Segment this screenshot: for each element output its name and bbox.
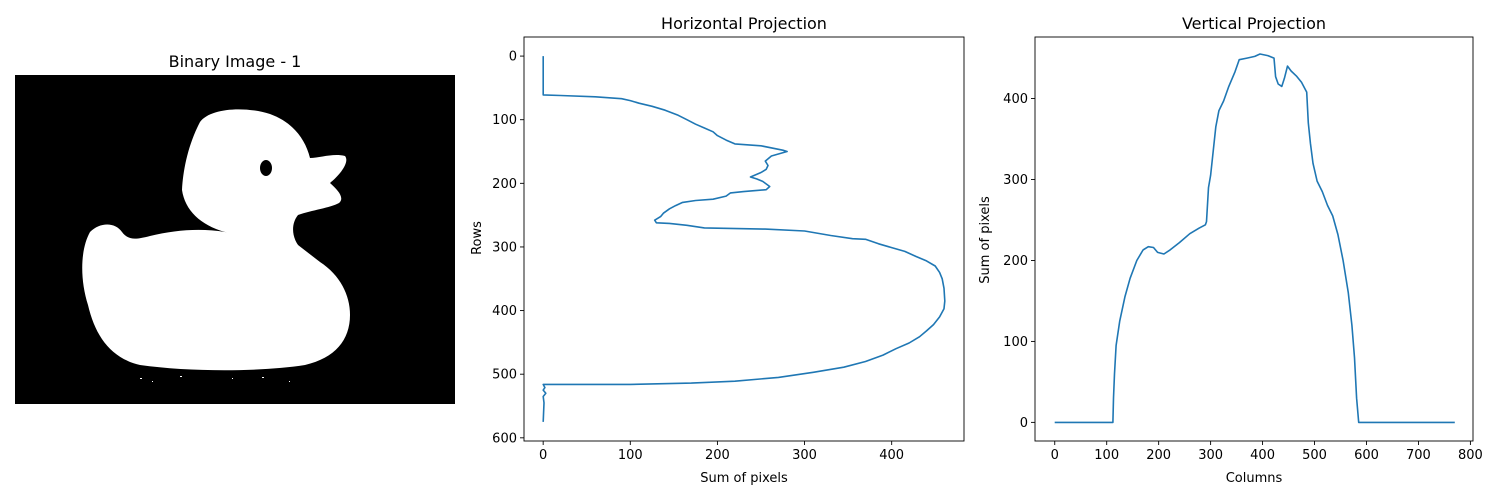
duck-silhouette xyxy=(82,109,350,371)
hproj-ylabel: Rows xyxy=(470,221,485,255)
image-noise-specks xyxy=(140,376,290,382)
hproj-xtick-label: 0 xyxy=(539,448,547,463)
vproj-xtick-label: 0 xyxy=(1051,448,1059,463)
hproj-frame xyxy=(523,36,965,442)
hproj-ytick-label: 100 xyxy=(492,113,517,128)
vproj-xtick-label: 200 xyxy=(1146,448,1171,463)
hproj-xtick-label: 400 xyxy=(879,448,904,463)
hproj-axes: 0 100 200 300 400 0 100 200 300 400 500 600 xyxy=(492,36,965,463)
hproj-xtick-label: 300 xyxy=(792,448,817,463)
vproj-ytick-label: 400 xyxy=(1003,92,1028,107)
hproj-title: Horizontal Projection xyxy=(661,14,827,33)
hproj-ytick-label: 200 xyxy=(492,177,517,192)
vproj-ylabel: Sum of pixels xyxy=(978,196,993,284)
vertical-projection-panel: Vertical Projection 0 100 200 300 400 500 600 7… xyxy=(978,14,1483,486)
vproj-ytick-label: 0 xyxy=(1020,416,1028,431)
duck-eye xyxy=(260,160,272,176)
hproj-xlabel: Sum of pixels xyxy=(700,471,788,486)
vproj-axes: 0 100 200 300 400 500 600 700 800 0 100 200 300 400 xyxy=(1003,36,1483,463)
hproj-ytick-label: 600 xyxy=(492,431,517,446)
vproj-frame xyxy=(1034,36,1474,442)
duck-head xyxy=(182,109,347,258)
vproj-ytick-label: 200 xyxy=(1003,254,1028,269)
binary-image-panel: Binary Image - 1 xyxy=(15,52,455,404)
vproj-series-line xyxy=(1054,53,1455,424)
hproj-series-line xyxy=(542,56,946,422)
horizontal-projection-panel: Horizontal Projection 0 100 200 300 400 0 100 2… xyxy=(470,14,965,486)
vproj-xtick-label: 500 xyxy=(1302,448,1327,463)
vproj-xtick-label: 100 xyxy=(1094,448,1119,463)
hproj-ytick-label: 500 xyxy=(492,368,517,383)
vproj-xtick-label: 300 xyxy=(1198,448,1223,463)
vproj-xtick-label: 700 xyxy=(1406,448,1431,463)
vproj-xlabel: Columns xyxy=(1226,471,1283,486)
image-title: Binary Image - 1 xyxy=(169,52,302,71)
vproj-ytick-label: 100 xyxy=(1003,335,1028,350)
hproj-xtick-label: 100 xyxy=(618,448,643,463)
duck-neck xyxy=(182,190,320,262)
hproj-ytick-label: 400 xyxy=(492,304,517,319)
duck-body xyxy=(82,224,350,371)
hproj-ytick-label: 300 xyxy=(492,240,517,255)
vproj-xtick-label: 400 xyxy=(1250,448,1275,463)
vproj-ytick-label: 300 xyxy=(1003,173,1028,188)
vproj-xtick-label: 800 xyxy=(1458,448,1483,463)
hproj-xtick-label: 200 xyxy=(705,448,730,463)
hproj-ytick-label: 0 xyxy=(509,50,517,65)
vproj-title: Vertical Projection xyxy=(1182,14,1326,33)
vproj-xtick-label: 600 xyxy=(1354,448,1379,463)
